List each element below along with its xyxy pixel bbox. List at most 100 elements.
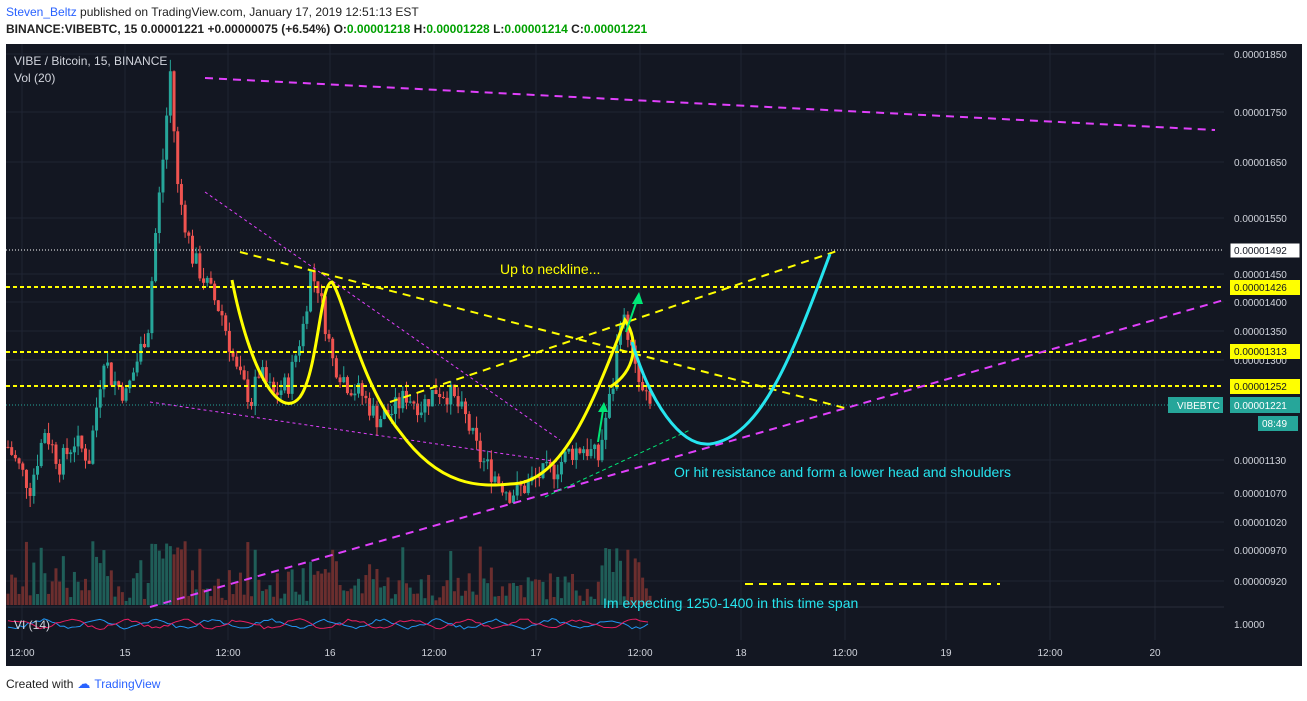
candle-body — [607, 393, 611, 418]
candle-body — [589, 449, 593, 457]
neckline-annotation[interactable]: Up to neckline... — [500, 261, 600, 277]
volume-bar — [541, 581, 545, 605]
candle-body — [515, 482, 519, 496]
resistance-annotation[interactable]: Or hit resistance and form a lower head … — [674, 464, 1011, 480]
candle-body — [648, 390, 652, 404]
candle-body — [511, 495, 515, 503]
candle-body — [294, 355, 298, 362]
candle-body — [95, 407, 99, 431]
candle-body — [641, 381, 645, 391]
candle-body — [283, 377, 287, 391]
candle-body — [17, 458, 21, 464]
x-tick-label: 17 — [530, 648, 542, 659]
candle-body — [106, 362, 110, 366]
lower-trendline[interactable] — [149, 299, 1225, 608]
candle-body — [523, 485, 527, 494]
candle-body — [397, 397, 401, 409]
volume-bar — [286, 571, 290, 605]
volume-bar — [548, 573, 552, 605]
price-axis[interactable] — [1224, 44, 1302, 640]
tradingview-brand[interactable]: TradingView — [94, 677, 161, 691]
candle-body — [427, 399, 431, 407]
volume-bar — [397, 580, 401, 605]
y-tick-label: 0.00001400 — [1234, 298, 1287, 309]
author-link[interactable]: Steven_Beltz — [6, 5, 77, 19]
vi-minus-line — [7, 618, 649, 630]
candle-body — [246, 379, 250, 403]
candle-body — [419, 412, 423, 416]
yellow-rising-line[interactable] — [389, 249, 841, 403]
volume-bar — [563, 576, 567, 605]
symbol-tag-bg — [1168, 397, 1223, 413]
candle-body — [312, 271, 316, 282]
y-tick-label: 0.00001550 — [1234, 214, 1287, 225]
candle-body — [275, 392, 279, 395]
volume-bar — [353, 585, 357, 605]
high-value: 0.00001228 — [426, 22, 490, 36]
x-axis-ticks: 12:00 15 12:00 16 12:00 17 12:00 18 12:00 19 12:00… — [9, 648, 1161, 659]
candle-body — [28, 487, 32, 496]
candle-body — [585, 449, 589, 457]
volume-bar — [604, 548, 608, 605]
tag-1492: 0.00001492 — [1234, 246, 1287, 257]
head-and-shoulders-curve[interactable] — [230, 279, 635, 487]
thin-trendline-1 — [204, 191, 561, 441]
volume-bar — [36, 594, 40, 605]
time-axis[interactable] — [6, 640, 1302, 666]
volume-bar — [250, 596, 254, 605]
volume-bar — [72, 571, 76, 605]
volume-bar — [32, 562, 36, 605]
candle-body — [198, 253, 202, 279]
volume-bar — [622, 596, 626, 605]
candle-body — [334, 358, 338, 378]
tag-1252-bg — [1230, 379, 1300, 394]
volume-bar — [393, 594, 397, 605]
volume-bar — [91, 541, 95, 605]
volume-bar — [279, 598, 283, 605]
candle-body — [323, 296, 327, 335]
chart-title: VIBE / Bitcoin, 15, BINANCE — [14, 54, 167, 68]
x-tick-label: 18 — [735, 648, 747, 659]
candle-body — [430, 390, 434, 407]
volume-bar — [600, 565, 604, 605]
volume-bar — [526, 577, 530, 605]
last-price: 0.00001221 — [140, 22, 205, 36]
volume-bar — [102, 550, 106, 605]
volume-bar — [452, 591, 456, 605]
candle-body — [32, 474, 36, 496]
volume-bar — [65, 587, 69, 605]
candle-body — [571, 448, 575, 460]
candle-body — [83, 448, 87, 461]
candle-body — [143, 343, 147, 348]
candle-body — [441, 397, 445, 399]
volume-bar — [585, 588, 589, 605]
price-chart[interactable]: VIBE / Bitcoin, 15, BINANCE Vol (20) VI … — [0, 42, 1307, 670]
volume-bar — [338, 585, 342, 605]
candle-body — [486, 459, 490, 462]
volume-bar — [357, 578, 361, 605]
candle-body — [556, 474, 560, 480]
volume-bar — [574, 590, 578, 605]
volume-bar — [205, 588, 209, 605]
volume-bar — [209, 596, 213, 605]
candle-body — [497, 476, 501, 484]
candle-body — [438, 394, 442, 398]
candle-body — [360, 383, 364, 396]
volume-bar — [261, 590, 265, 605]
candle-body — [10, 447, 14, 455]
x-tick-label: 16 — [324, 648, 336, 659]
candle-body — [434, 390, 438, 395]
candle-body — [423, 399, 427, 413]
expecting-annotation[interactable]: Im expecting 1250-1400 in this time span — [603, 595, 858, 611]
volume-bar — [323, 569, 327, 605]
candle-body — [253, 376, 257, 406]
projection-curve[interactable] — [630, 253, 832, 446]
volume-bar — [43, 573, 47, 605]
candle-body — [401, 390, 405, 409]
volume-bar — [80, 590, 84, 605]
yellow-falling-line[interactable] — [239, 251, 846, 409]
candle-body — [87, 460, 91, 464]
candle-body — [559, 461, 563, 475]
upper-trendline[interactable] — [204, 77, 1216, 131]
candle-body — [257, 376, 261, 378]
